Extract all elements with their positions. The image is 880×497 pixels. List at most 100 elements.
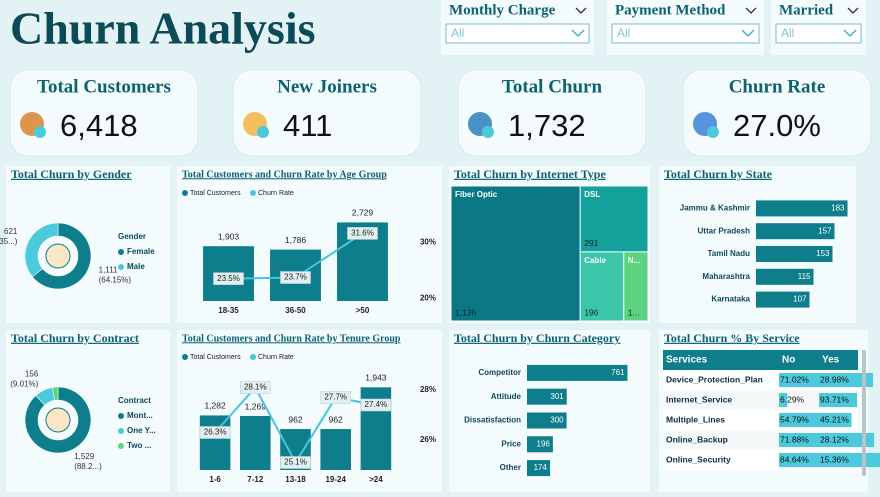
kpi-card xyxy=(9,69,199,157)
donut-center-icon xyxy=(45,243,71,269)
cell-value: 54.79% xyxy=(780,414,809,424)
column-header: Services xyxy=(666,355,708,366)
data-bar xyxy=(779,453,880,467)
bar-label: 1,282 xyxy=(204,401,226,411)
kpi-value: 1,732 xyxy=(508,108,586,143)
bar-label: 962 xyxy=(288,414,302,424)
line-label: 23.7% xyxy=(284,273,307,282)
line-label: 31.6% xyxy=(351,228,374,237)
legend-marker xyxy=(250,354,256,360)
bar xyxy=(527,460,550,477)
cell-value: 15.36% xyxy=(820,454,849,464)
y2-tick-label: 26% xyxy=(420,435,436,444)
x-tick-label: >24 xyxy=(369,475,383,484)
slicer-chevron xyxy=(575,7,587,14)
y-tick-label: Other xyxy=(500,463,521,472)
chart-title: Total Churn by Internet Type xyxy=(454,167,606,181)
legend-marker xyxy=(118,413,124,419)
bar-label: 962 xyxy=(329,414,343,424)
slicer-dropdown[interactable] xyxy=(611,23,760,44)
data-bar xyxy=(819,453,826,467)
x-tick-label: 19-24 xyxy=(325,475,346,484)
cell-value: 93.71% xyxy=(820,394,849,404)
slicer-chevron xyxy=(847,7,859,14)
table-row xyxy=(663,390,858,410)
line-label: 25.1% xyxy=(284,458,307,467)
row-label: Internet_Service xyxy=(666,394,732,404)
legend-marker xyxy=(182,354,188,360)
kpi-value: 6,418 xyxy=(60,108,138,143)
y2-tick-label: 28% xyxy=(420,385,436,394)
cell-value: 71.02% xyxy=(780,374,809,384)
kpi-icon xyxy=(482,126,494,138)
bar-label: 1,903 xyxy=(218,231,240,241)
slicer-value: All xyxy=(781,26,794,40)
slicer-dropdown[interactable] xyxy=(775,23,862,44)
slicer-label: Married xyxy=(779,2,834,18)
line-label-box xyxy=(280,456,311,469)
data-label-percent: (88.2...) xyxy=(74,462,102,471)
slicer-label: Monthly Charge xyxy=(449,2,556,18)
cell-value: 45.21% xyxy=(820,414,849,424)
kpi-title: Total Customers xyxy=(37,76,171,97)
line-label-box xyxy=(360,398,392,412)
kpi-title: New Joiners xyxy=(277,76,377,97)
data-label: 156 xyxy=(25,370,39,379)
kpi-card xyxy=(232,69,422,157)
legend-label: One Y... xyxy=(127,426,156,435)
y-tick-label: Dissatisfaction xyxy=(464,416,521,425)
scrollbar[interactable] xyxy=(862,350,866,476)
slicer-chevron xyxy=(741,29,755,38)
data-label-percent: (64.15%) xyxy=(99,275,132,284)
bar-label: 1,943 xyxy=(365,373,387,383)
legend-title: Gender xyxy=(118,232,146,241)
kpi-title: Total Churn xyxy=(502,76,603,97)
treemap-tile xyxy=(579,185,649,253)
y-tick-label: Attitude xyxy=(491,392,522,401)
line-label-box xyxy=(320,391,352,404)
line-label-box xyxy=(347,227,378,240)
bar-label: 157 xyxy=(818,226,832,235)
bar xyxy=(756,246,833,262)
dashboard-title: Churn Analysis xyxy=(10,3,316,54)
x-tick-label: 13-18 xyxy=(285,475,306,484)
slicer-label: Payment Method xyxy=(615,2,726,18)
data-bar xyxy=(819,413,838,427)
tile-value: 291 xyxy=(584,238,598,248)
data-label-percent: (35...) xyxy=(0,237,18,246)
donut-slice xyxy=(24,222,59,278)
y-tick-label: Tamil Nadu xyxy=(707,249,750,258)
x-tick-label: 36-50 xyxy=(285,306,306,315)
chart-title: Total Customers and Churn Rate by Age Gr… xyxy=(182,169,387,180)
row-label: Online_Security xyxy=(666,454,731,464)
column-header: No xyxy=(782,355,795,366)
tile-value: 1,136 xyxy=(455,307,477,317)
treemap-tile xyxy=(450,185,581,322)
data-bar xyxy=(819,393,857,407)
chart-title: Total Churn by Contract xyxy=(11,331,139,345)
y2-tick-label: 30% xyxy=(420,237,436,246)
legend-marker xyxy=(118,443,124,449)
x-tick-label: >50 xyxy=(356,306,370,315)
bar-label: 153 xyxy=(816,249,830,258)
data-label-percent: (9.01%) xyxy=(10,380,38,389)
x-tick-label: 7-12 xyxy=(247,475,264,484)
bar-label: 301 xyxy=(550,392,564,401)
cell-value: 28.98% xyxy=(820,374,849,384)
kpi-value: 411 xyxy=(283,108,332,143)
line-label: 28.1% xyxy=(244,383,267,392)
y2-tick-label: 20% xyxy=(420,293,436,302)
legend-marker xyxy=(118,249,124,255)
bar-label: 115 xyxy=(798,272,811,281)
line-label-box xyxy=(280,271,311,284)
slicer-dropdown[interactable] xyxy=(445,23,590,44)
treemap-tile xyxy=(623,251,649,322)
kpi-icon xyxy=(34,126,46,138)
bar xyxy=(527,388,567,405)
chart-title: Total Churn % By Service xyxy=(664,331,800,345)
legend-label: Churn Rate xyxy=(258,354,294,361)
row-label: Multiple_Lines xyxy=(666,414,725,424)
legend-label: Churn Rate xyxy=(258,190,294,197)
y-tick-label: Uttar Pradesh xyxy=(698,226,751,235)
